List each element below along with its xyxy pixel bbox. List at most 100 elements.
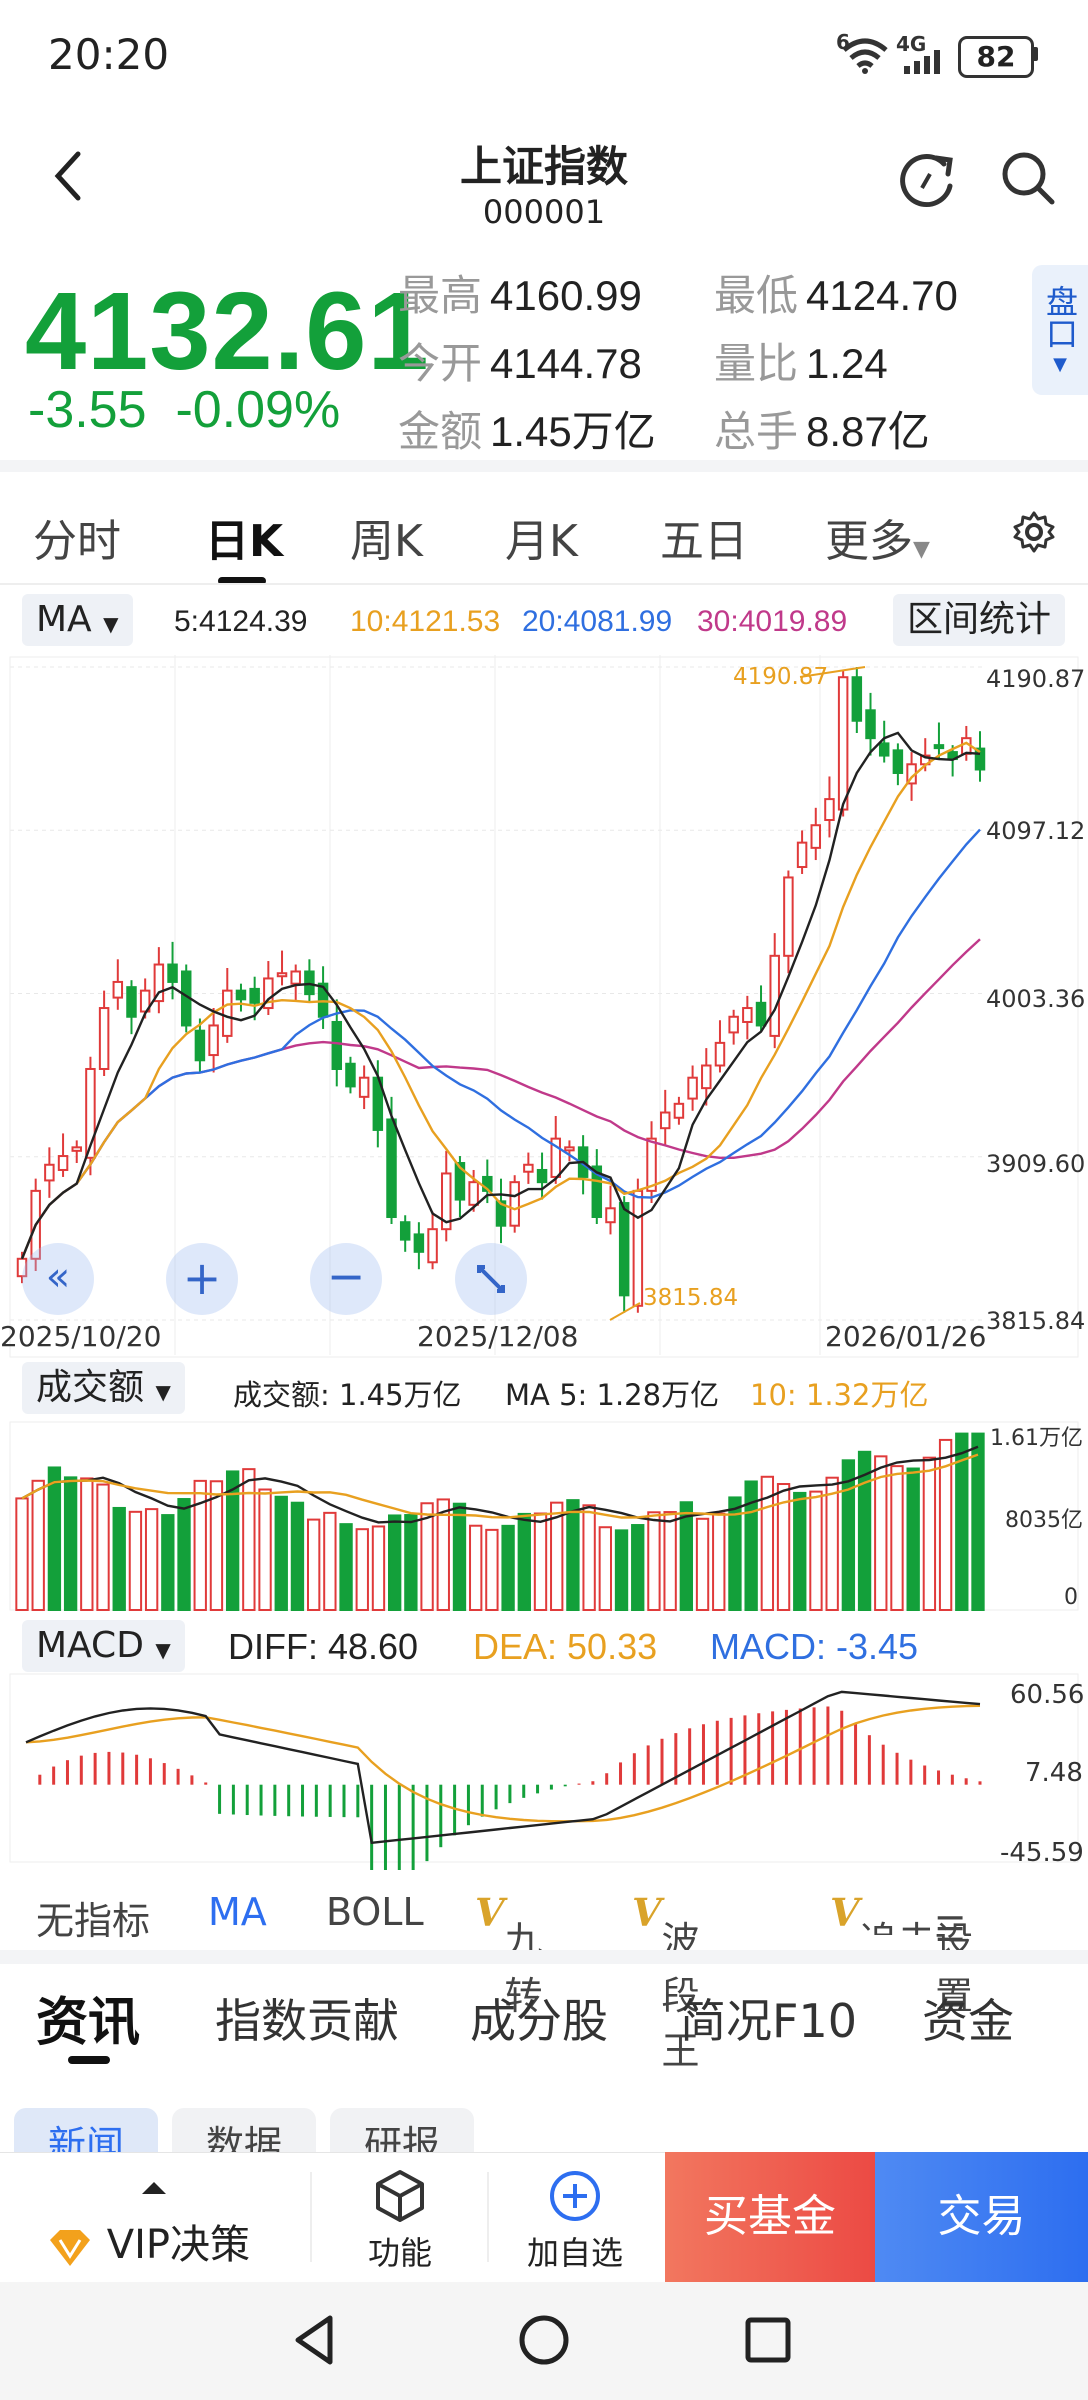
chevron-down-icon: ▼ <box>1053 354 1067 375</box>
pankou-button[interactable]: 盘口 ▼ <box>1032 265 1088 395</box>
macd-y-bottom: -45.59 <box>1000 1838 1084 1868</box>
volume-bar <box>971 1432 985 1611</box>
tab-profile-f10[interactable]: 简况F10 <box>680 1994 857 2048</box>
current-price: 4132.61 <box>25 270 430 393</box>
nav-home-icon[interactable] <box>516 2312 572 2368</box>
candle <box>290 970 301 985</box>
scroll-left-button[interactable]: « <box>22 1243 94 1315</box>
volume-ma5: MA 5: 1.28万亿 <box>505 1378 720 1412</box>
zoom-in-button[interactable]: + <box>166 1243 238 1315</box>
indicator-ma[interactable]: MA <box>208 1890 267 1934</box>
tab-capital[interactable]: 资金 <box>922 1994 1014 2048</box>
volume-bar <box>550 1501 564 1611</box>
tab-index-contribution[interactable]: 指数贡献 <box>215 1994 399 2048</box>
volume-value: 成交额: 1.45万亿 <box>233 1378 462 1412</box>
candle <box>71 1146 82 1152</box>
search-icon[interactable] <box>1000 150 1056 208</box>
volume-ma10-line <box>21 1453 979 1519</box>
macd-selector[interactable]: MACD ▼ <box>22 1620 185 1672</box>
candle <box>673 1102 685 1119</box>
nav-back-icon[interactable] <box>290 2312 340 2368</box>
candle <box>358 1076 370 1098</box>
candle <box>591 1165 603 1218</box>
range-stats-button[interactable]: 区间统计 <box>893 594 1066 646</box>
tab-monthly-k[interactable]: 月K <box>505 516 578 567</box>
volume-bar <box>290 1501 305 1611</box>
candle <box>646 1137 657 1192</box>
expand-icon <box>477 1265 505 1293</box>
volume-y-bottom: 0 <box>1064 1585 1078 1610</box>
candle <box>427 1228 438 1264</box>
candle <box>755 1001 767 1027</box>
gear-icon[interactable] <box>1012 510 1056 554</box>
ma-selector[interactable]: MA ▼ <box>22 594 133 646</box>
max-marker-line <box>799 666 866 678</box>
buy-fund-button[interactable]: 买基金 <box>665 2152 875 2282</box>
volume-bar <box>177 1498 191 1611</box>
x-label-start: 2025/10/20 <box>0 1320 162 1353</box>
tab-news[interactable]: 资讯 <box>36 1993 141 2053</box>
volume-bar <box>469 1524 483 1611</box>
volume-chart[interactable] <box>0 1420 1088 1612</box>
back-icon[interactable] <box>50 148 86 204</box>
volume-bar <box>209 1480 224 1611</box>
indicator-zhuiji[interactable]: V追击 <box>830 1890 930 1935</box>
kline-chart[interactable] <box>0 655 1088 1365</box>
candle <box>783 876 794 957</box>
volume-bar <box>841 1459 856 1611</box>
caret-up-icon[interactable] <box>140 2180 168 2196</box>
tab-daily-k[interactable]: 日K <box>205 516 284 567</box>
candle <box>974 747 986 771</box>
candle <box>454 1162 466 1201</box>
indicator-boll[interactable]: BOLL <box>326 1890 424 1934</box>
stat-low: 最低 4124.70 <box>714 272 958 319</box>
add-watchlist-button[interactable]: 加自选 <box>515 2168 635 2274</box>
candle <box>98 1007 110 1070</box>
volume-bar <box>631 1524 645 1611</box>
candle <box>44 1163 55 1182</box>
indicator-boduanwang[interactable]: V 波段王 <box>632 1890 700 2073</box>
tab-five-day[interactable]: 五日 <box>660 516 748 567</box>
indicator-none[interactable]: 无指标 <box>36 1899 151 1943</box>
candle <box>837 676 849 811</box>
candle <box>536 1168 548 1184</box>
candle <box>728 1015 739 1034</box>
tab-underline <box>218 577 266 585</box>
trade-button[interactable]: 交易 <box>875 2152 1088 2282</box>
volume-bar <box>404 1514 418 1611</box>
candle <box>659 1111 671 1130</box>
volume-bar <box>112 1506 126 1611</box>
volume-selector[interactable]: 成交额 ▼ <box>22 1362 185 1414</box>
candle <box>933 744 945 750</box>
tab-more[interactable]: 更多▼ <box>825 516 930 567</box>
min-marker-line <box>609 1302 641 1321</box>
volume-bar <box>598 1526 612 1611</box>
nav-recents-icon[interactable] <box>742 2314 794 2366</box>
volume-bar <box>274 1495 288 1611</box>
macd-chart[interactable] <box>0 1672 1088 1870</box>
indicator-jiuzhuan[interactable]: V 九转 <box>475 1890 543 2018</box>
y-label-5: 3815.84 <box>986 1307 1086 1335</box>
expand-button[interactable] <box>455 1243 527 1315</box>
zoom-out-button[interactable]: − <box>310 1243 382 1315</box>
tab-fenshi[interactable]: 分时 <box>33 516 121 567</box>
refresh-icon[interactable] <box>896 150 958 212</box>
candle <box>810 824 822 849</box>
candle <box>222 989 233 1037</box>
stock-code: 000001 <box>482 193 606 231</box>
volume-bar <box>679 1501 694 1611</box>
function-button[interactable]: 功能 <box>350 2168 450 2274</box>
volume-bar <box>485 1528 499 1611</box>
ma30-value: 30:4019.89 <box>697 605 848 638</box>
volume-bar <box>566 1499 580 1611</box>
max-price-label: 4190.87 <box>733 664 829 690</box>
macd-y-mid: 7.48 <box>1025 1758 1083 1788</box>
volume-bar <box>776 1483 791 1611</box>
vip-decision-button[interactable]: VIP决策 <box>46 2212 250 2270</box>
tab-constituents[interactable]: 成分股 <box>470 1994 608 2048</box>
tab-weekly-k[interactable]: 周K <box>350 516 423 567</box>
x-label-mid: 2025/12/08 <box>417 1320 579 1353</box>
volume-ma5-line <box>21 1445 979 1524</box>
stat-open: 今开 4144.78 <box>398 340 642 387</box>
